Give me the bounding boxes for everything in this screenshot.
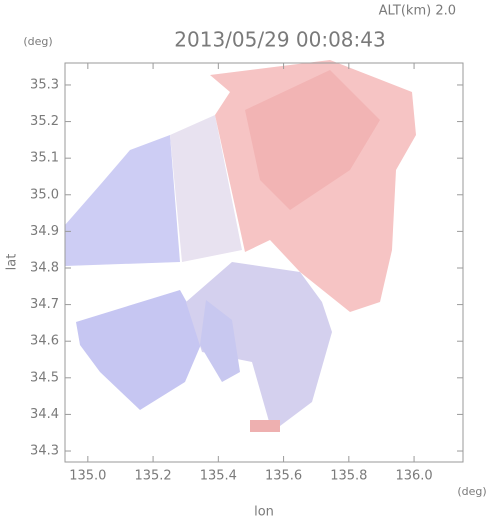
chart-title: 2013/05/29 00:08:43 [174,28,385,52]
y-tick-label: 35.3 [30,77,59,92]
y-tick-label: 34.7 [30,297,59,312]
velocity-field [65,60,416,432]
y-tick-label: 35.2 [30,114,59,129]
x-tick-label: 136.0 [395,469,432,484]
y-tick-label: 35.0 [30,187,59,202]
x-tick-label: 135.8 [330,469,367,484]
y-axis-label: lat [5,254,20,271]
x-tick-label: 135.2 [134,469,171,484]
x-unit: (deg) [457,485,486,498]
y-tick-label: 34.9 [30,224,59,239]
y-tick-label: 35.1 [30,151,59,166]
y-tick-label: 34.6 [30,334,59,349]
y-tick-label: 34.5 [30,370,59,385]
y-unit: (deg) [23,35,52,48]
x-tick-label: 135.4 [200,469,237,484]
y-tick-label: 34.8 [30,260,59,275]
plot-frame [64,62,464,463]
y-tick-label: 34.3 [30,444,59,459]
x-axis-label: lon [254,505,274,520]
x-tick-label: 135.0 [69,469,106,484]
x-tick-label: 135.6 [265,469,302,484]
y-tick-label: 34.4 [30,407,59,422]
altitude-label: ALT(km) 2.0 [379,4,456,19]
